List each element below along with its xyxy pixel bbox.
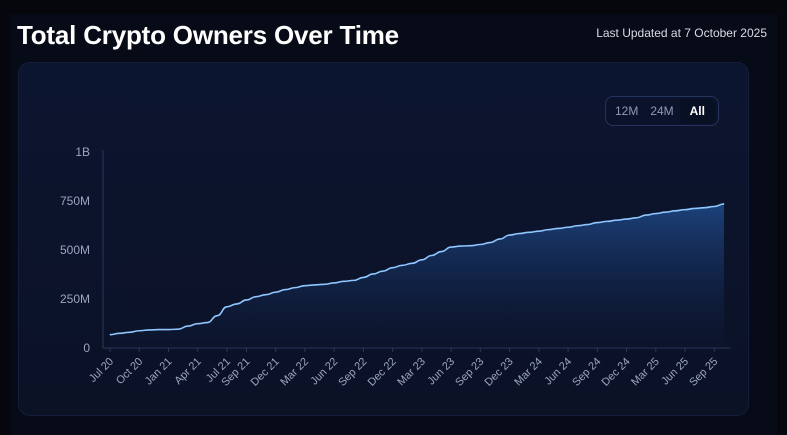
range-12m-button[interactable]: 12M: [614, 104, 639, 118]
data-point: [167, 328, 170, 331]
owners-area: [110, 203, 724, 348]
y-tick-label: 750M: [60, 194, 90, 208]
data-point: [158, 328, 160, 331]
x-tick-label: Mar 23: [395, 356, 428, 389]
data-point: [294, 287, 296, 289]
data-point: [577, 225, 579, 227]
data-point: [401, 264, 403, 266]
data-point: [138, 330, 140, 332]
data-point: [723, 203, 725, 205]
y-tick-label: 250M: [60, 292, 90, 306]
data-point: [392, 267, 394, 269]
x-tick-label: Sep 25: [687, 356, 720, 389]
data-point: [206, 321, 209, 324]
data-point: [372, 273, 374, 275]
data-point: [245, 299, 248, 301]
data-point: [119, 332, 121, 334]
data-point: [323, 283, 326, 285]
range-all-button[interactable]: All: [679, 99, 715, 123]
y-tick-label: 500M: [60, 243, 90, 257]
last-updated-label: Last Updated at 7 October 2025: [596, 26, 767, 40]
x-tick-label: Jun 22: [308, 356, 340, 388]
data-point: [596, 221, 598, 224]
data-point: [216, 315, 218, 317]
data-point: [479, 243, 481, 246]
data-point: [187, 325, 189, 327]
y-tick-label: 1B: [75, 145, 90, 159]
x-tick-label: Sep 23: [453, 356, 486, 389]
y-tick-label: 0: [83, 341, 90, 355]
data-point: [353, 279, 355, 281]
x-tick-label: Jun 25: [659, 356, 691, 388]
data-point: [499, 238, 501, 240]
data-point: [197, 323, 199, 325]
x-tick-label: Mar 22: [278, 356, 311, 389]
x-tick-label: Dec 23: [483, 356, 516, 389]
data-point: [684, 209, 686, 211]
data-point: [508, 234, 511, 236]
data-point: [528, 231, 530, 233]
x-tick-label: Sep 22: [336, 356, 369, 389]
data-point: [128, 331, 131, 333]
x-tick-label: Jul 20: [87, 356, 116, 385]
data-point: [382, 270, 384, 272]
x-tick-label: Jan 21: [143, 356, 175, 388]
data-point: [625, 218, 628, 220]
x-tick-label: Sep 24: [570, 356, 603, 389]
data-point: [538, 230, 540, 232]
data-point: [343, 280, 345, 282]
data-point: [586, 223, 589, 226]
data-point: [703, 207, 706, 209]
data-point: [694, 207, 696, 210]
x-tick-label: Apr 21: [172, 356, 203, 387]
data-point: [547, 229, 550, 231]
data-point: [265, 294, 267, 296]
data-point: [284, 288, 287, 291]
data-point: [664, 211, 667, 213]
data-point: [606, 220, 608, 222]
data-point: [226, 306, 228, 308]
owners-line: [109, 203, 725, 336]
data-point: [655, 212, 657, 215]
range-selector: 12M 24M All: [605, 96, 719, 126]
data-point: [674, 210, 676, 212]
data-point: [440, 250, 442, 253]
x-tick-label: Mar 24: [512, 356, 545, 389]
data-point: [333, 282, 335, 284]
data-point: [567, 226, 569, 228]
data-point: [109, 334, 111, 336]
data-point: [362, 276, 364, 279]
data-point: [470, 245, 472, 247]
data-point: [411, 262, 413, 264]
page-title: Total Crypto Owners Over Time: [17, 20, 399, 50]
x-tick-label: Oct 20: [114, 356, 145, 387]
data-point: [304, 285, 306, 287]
data-point: [255, 296, 257, 298]
data-point: [645, 214, 647, 216]
data-point: [489, 241, 491, 244]
data-point: [557, 227, 559, 230]
x-tick-label: Jun 23: [425, 356, 457, 388]
data-point: [431, 254, 433, 257]
data-point: [421, 259, 423, 261]
x-tick-label: Dec 22: [366, 356, 399, 389]
data-point: [177, 328, 179, 330]
data-point: [275, 291, 277, 293]
data-point: [236, 303, 238, 305]
data-point: [518, 232, 520, 235]
data-point: [616, 219, 618, 221]
data-point: [450, 246, 452, 248]
data-point: [148, 329, 150, 331]
data-point: [635, 217, 637, 219]
data-point: [713, 205, 715, 208]
x-tick-label: Dec 24: [600, 356, 633, 389]
x-tick-label: Dec 21: [249, 356, 282, 389]
data-point: [314, 284, 316, 286]
range-24m-button[interactable]: 24M: [650, 104, 674, 118]
x-tick-label: Mar 25: [629, 356, 662, 389]
x-tick-label: Jun 24: [542, 356, 574, 388]
data-point: [460, 245, 462, 247]
